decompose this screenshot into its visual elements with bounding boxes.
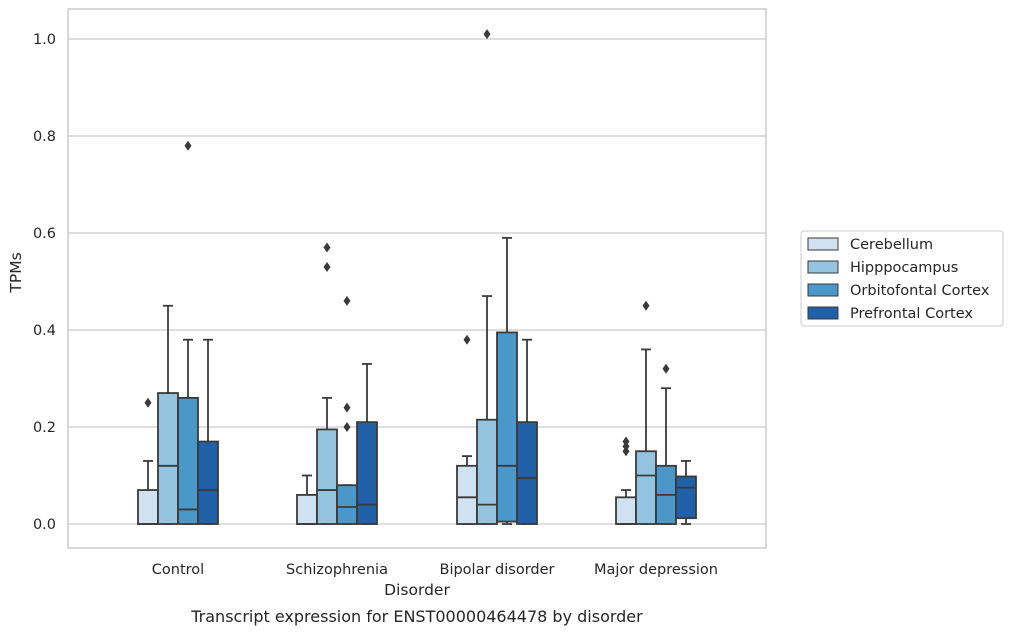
legend-swatch	[807, 283, 839, 297]
box	[296, 474, 318, 525]
x-tick-label: Control	[152, 562, 204, 578]
box	[137, 397, 159, 525]
box	[177, 140, 199, 525]
box-body	[675, 475, 697, 520]
box	[516, 338, 538, 525]
outlier-point	[343, 402, 351, 413]
y-tick-label: 0.8	[33, 129, 56, 145]
outlier-point	[463, 334, 471, 345]
box-body	[456, 464, 478, 525]
outlier-point	[184, 140, 192, 151]
box-body	[635, 450, 657, 525]
x-axis-label: Disorder	[384, 581, 450, 599]
outlier-point	[323, 261, 331, 272]
box-body	[615, 496, 637, 525]
legend-frame	[800, 230, 1004, 327]
box	[476, 29, 498, 525]
legend-label: Cerebellum	[850, 237, 933, 253]
box-body	[137, 489, 159, 525]
box-body	[197, 440, 219, 525]
box	[635, 300, 657, 525]
box	[615, 436, 637, 525]
y-tick-label: 0.0	[33, 517, 56, 533]
box-body	[336, 484, 358, 525]
box-body	[316, 428, 338, 525]
box	[456, 334, 478, 525]
x-tick-label: Schizophrenia	[286, 562, 388, 578]
y-axis-ticks: 0.0 0.2 0.4 0.6 0.8 1.0	[33, 32, 56, 533]
y-tick-label: 0.4	[33, 323, 56, 339]
outlier-point	[622, 436, 630, 447]
box-body	[476, 418, 498, 525]
x-tick-label: Bipolar disorder	[440, 562, 555, 578]
box-body	[356, 421, 378, 525]
outlier-point	[642, 300, 650, 311]
outlier-point	[323, 242, 331, 253]
outlier-point	[483, 29, 491, 40]
series-orbitofontal-cortex	[177, 140, 677, 525]
outlier-point	[343, 295, 351, 306]
legend-swatch	[807, 237, 839, 251]
chart-caption: Transcript expression for ENST0000046447…	[190, 607, 643, 626]
box	[655, 363, 677, 525]
x-tick-label: Major depression	[594, 562, 718, 578]
x-axis-ticks: Control Schizophrenia Bipolar disorder Majo…	[152, 562, 718, 578]
legend-item: Cerebellum	[807, 237, 933, 253]
y-tick-label: 1.0	[33, 32, 56, 48]
legend-label: Orbitofontal Cortex	[850, 283, 990, 299]
legend-item: Hipppocampus	[807, 260, 958, 276]
box	[356, 363, 378, 525]
y-tick-label: 0.2	[33, 420, 56, 436]
y-axis-label: TPMs	[7, 252, 25, 293]
box	[316, 242, 338, 525]
box	[336, 295, 358, 525]
outlier-point	[343, 422, 351, 432]
box-body	[296, 493, 318, 525]
outlier-point	[662, 363, 670, 374]
legend-swatch	[807, 260, 839, 274]
legend-label: Hipppocampus	[850, 260, 958, 276]
legend-swatch	[807, 306, 839, 320]
box-body	[516, 421, 538, 525]
y-tick-label: 0.6	[33, 226, 56, 242]
legend: Cerebellum Hipppocampus Orbitofontal Corte…	[800, 230, 1004, 327]
legend-item: Prefrontal Cortex	[807, 306, 973, 322]
box-series	[137, 29, 697, 525]
box-body	[177, 396, 199, 525]
box-body	[496, 331, 518, 523]
legend-label: Prefrontal Cortex	[850, 306, 973, 322]
series-prefrontal-cortex	[197, 338, 697, 525]
box	[157, 304, 179, 525]
box	[496, 236, 518, 525]
box	[197, 338, 219, 525]
box	[675, 460, 697, 525]
plot-frame	[67, 8, 767, 549]
outlier-point	[144, 397, 152, 408]
legend-item: Orbitofontal Cortex	[807, 283, 990, 299]
series-hipppocampus	[157, 29, 657, 525]
box-body	[157, 392, 179, 525]
